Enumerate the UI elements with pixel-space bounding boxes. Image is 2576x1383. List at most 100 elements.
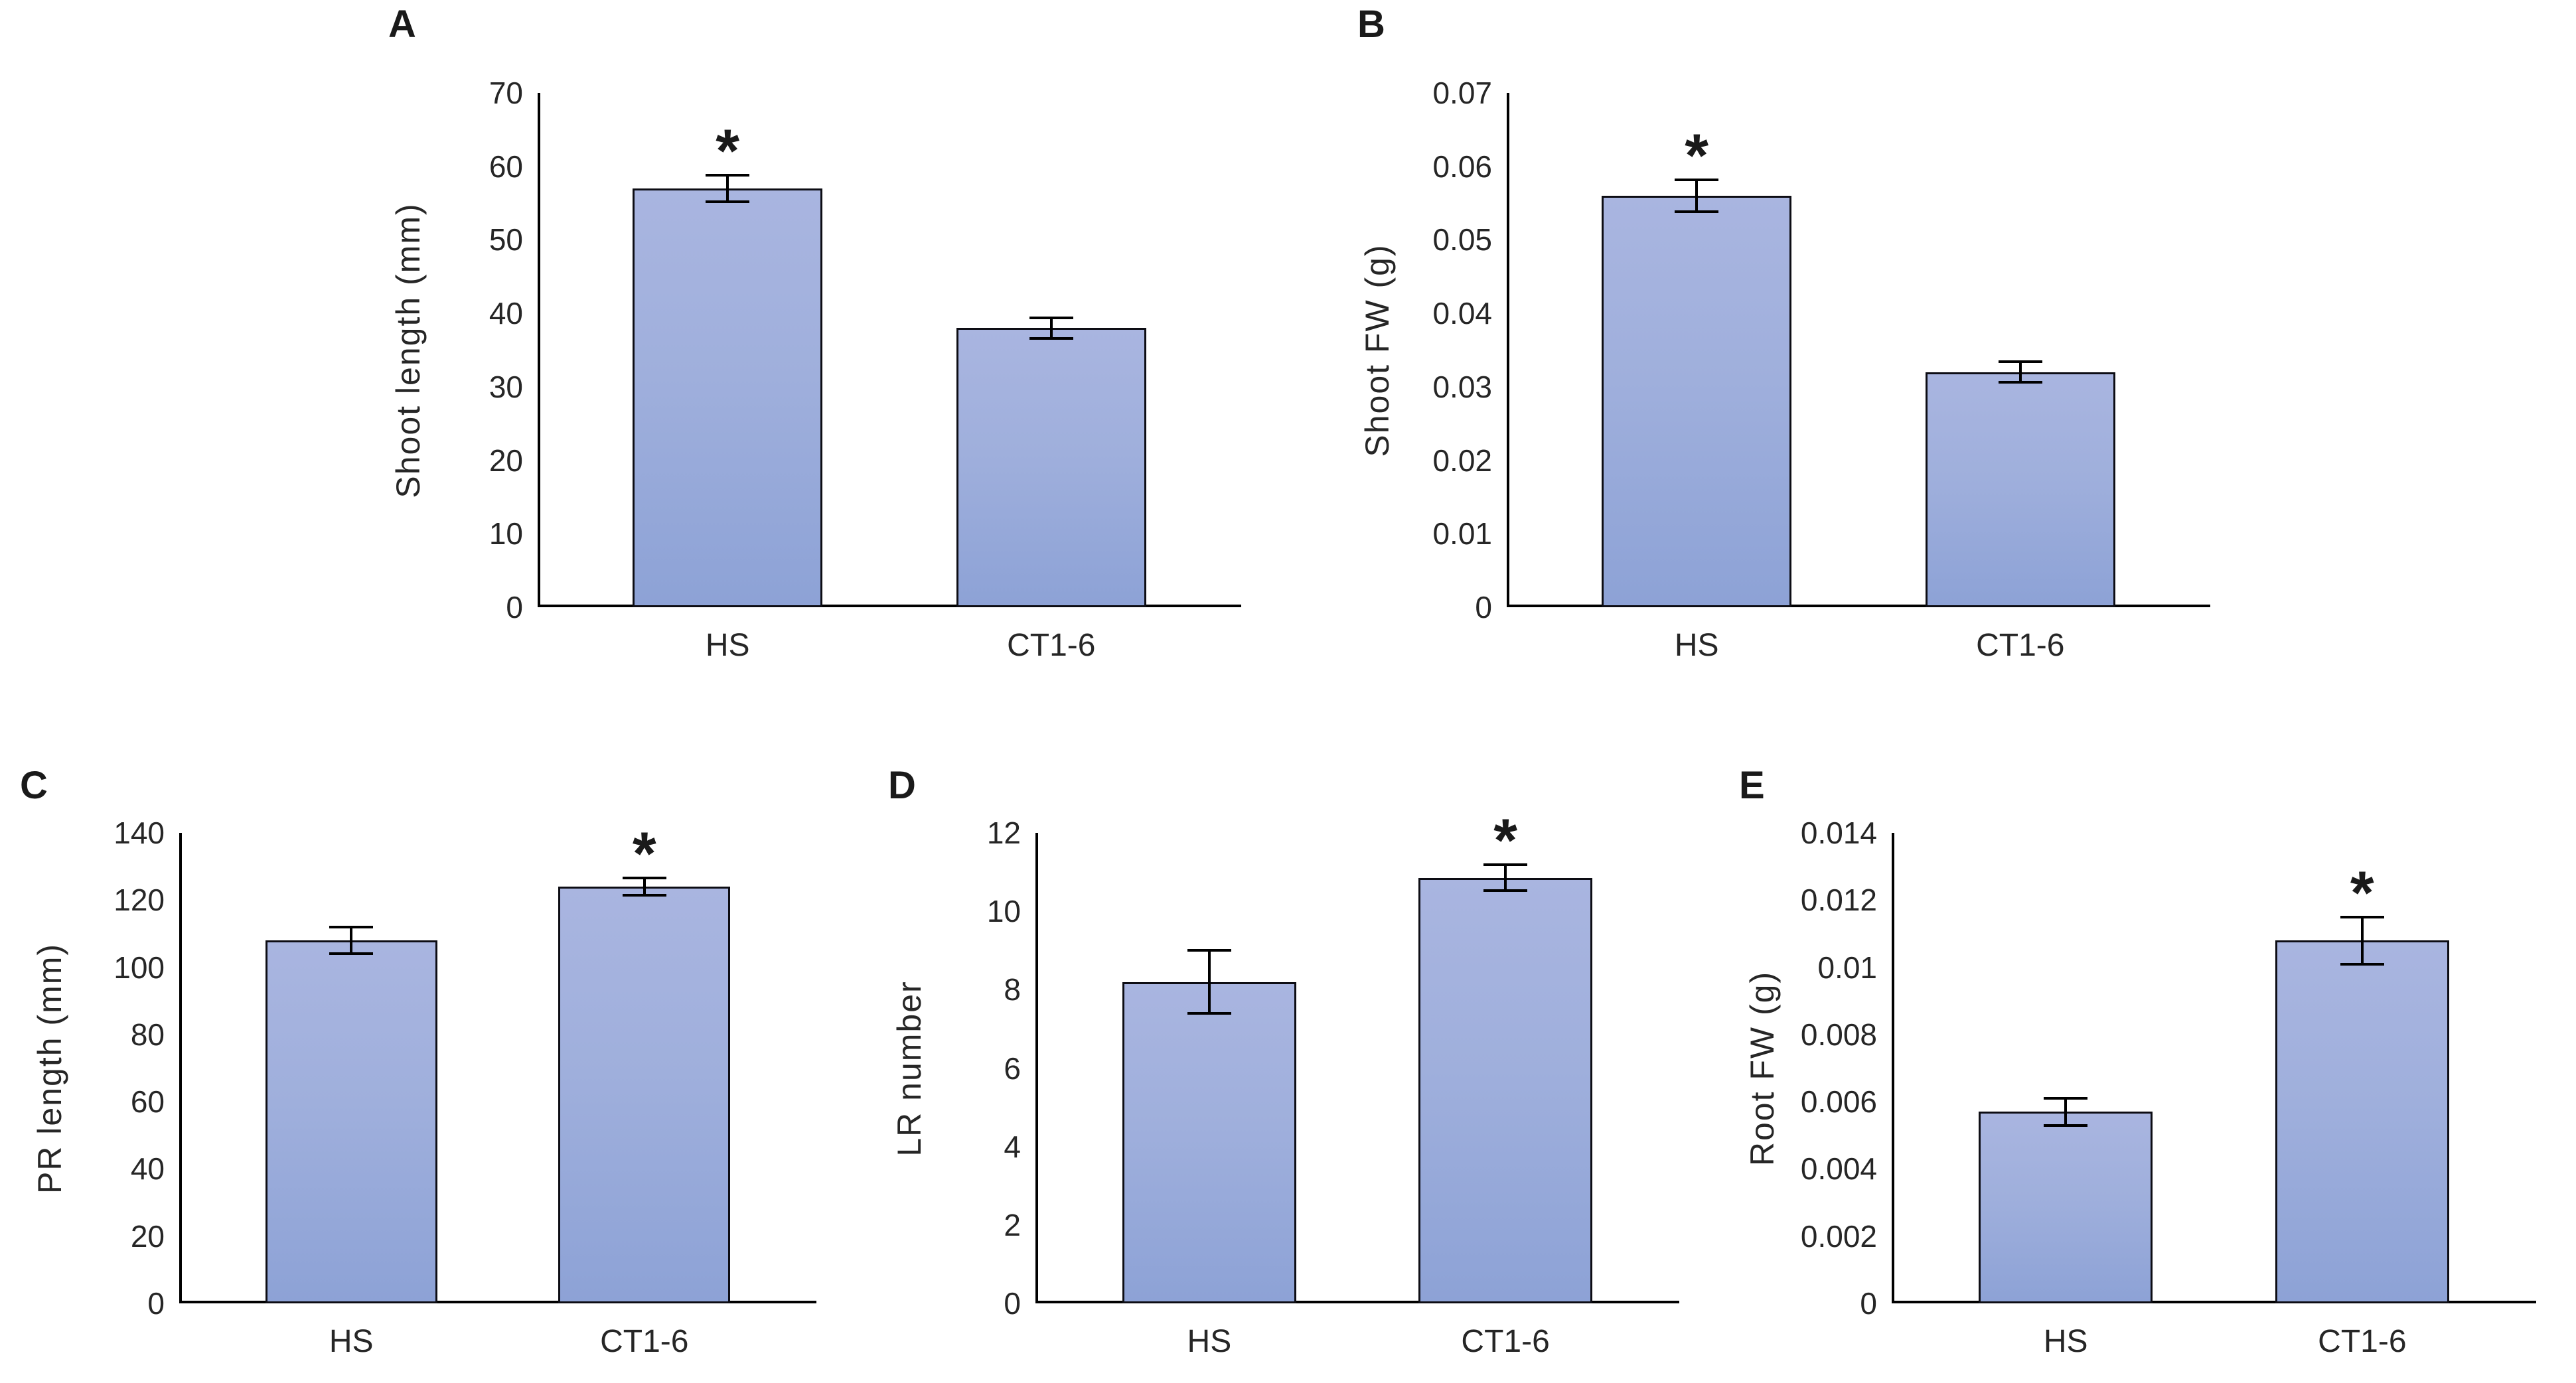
error-bar: [1695, 179, 1699, 212]
error-bar: [350, 926, 353, 954]
error-bar-cap-bottom: [1998, 381, 2042, 384]
panel-letter: A: [388, 3, 416, 46]
x-category-label: HS: [2043, 1324, 2088, 1359]
y-tick-label: 0.01: [1817, 950, 1877, 985]
bar-hs: [1122, 982, 1296, 1303]
significance-asterisk: *: [632, 820, 656, 889]
y-tick-label: 80: [130, 1017, 165, 1052]
significance-asterisk: *: [716, 117, 740, 185]
y-tick-label: 100: [114, 950, 165, 985]
plot-area: [538, 93, 1241, 607]
error-bar-cap-bottom: [706, 200, 750, 203]
y-tick-label: 40: [489, 296, 523, 331]
bar-ct1-6: [558, 887, 731, 1303]
bar-hs: [633, 188, 823, 607]
panel-letter: E: [1739, 764, 1765, 807]
y-axis-title: Root FW (g): [1744, 970, 1781, 1166]
x-category-label: CT1-6: [600, 1324, 689, 1359]
y-tick-label: 0.006: [1800, 1084, 1877, 1120]
y-tick-label: 0: [1004, 1286, 1021, 1321]
y-tick-label: 0.008: [1800, 1017, 1877, 1052]
y-tick-label: 0: [506, 590, 523, 624]
panel-letter: B: [1357, 3, 1385, 46]
chart-panel-d: D LR number 0 2 4 6 8 10 12 HS * CT1-6: [876, 750, 1719, 1383]
y-axis-title: Shoot FW (g): [1359, 243, 1396, 457]
y-tick-label: 0.02: [1432, 443, 1492, 478]
y-tick-label: 0: [1860, 1286, 1877, 1321]
y-tick-label: 2: [1004, 1207, 1021, 1242]
y-tick-label: 10: [986, 894, 1021, 929]
panel-letter: C: [20, 764, 48, 807]
x-category-label: CT1-6: [2318, 1324, 2407, 1359]
y-tick-label: 60: [130, 1084, 165, 1120]
error-bar-cap-bottom: [622, 893, 666, 897]
y-tick-label: 6: [1004, 1051, 1021, 1086]
error-bar-cap-bottom: [1675, 210, 1719, 214]
error-bar: [2018, 362, 2022, 383]
y-tick-label: 12: [986, 816, 1021, 850]
error-bar-cap-top: [2340, 915, 2384, 918]
error-bar: [2064, 1098, 2068, 1126]
error-bar-cap-top: [1483, 863, 1528, 867]
error-bar: [643, 878, 646, 895]
plot-area: [1507, 93, 2210, 607]
bar-ct1-6: [1925, 372, 2115, 607]
error-bar-cap-top: [329, 925, 374, 928]
bar-ct1-6: [2275, 940, 2449, 1303]
significance-asterisk: *: [1685, 121, 1709, 190]
error-bar-cap-top: [1029, 316, 1073, 319]
chart-panel-e: E Root FW (g) 0 0.002 0.004 0.006 0.008 0.01 0.0…: [1726, 750, 2576, 1383]
significance-asterisk: *: [1493, 807, 1517, 875]
error-bar: [2360, 916, 2364, 964]
y-tick-label: 40: [130, 1151, 165, 1187]
x-category-label: CT1-6: [1007, 628, 1096, 663]
bar-hs: [265, 940, 437, 1303]
error-bar-cap-bottom: [1483, 889, 1528, 893]
bar-hs: [1602, 196, 1792, 607]
error-bar-cap-bottom: [1029, 336, 1073, 340]
significance-asterisk: *: [2350, 859, 2374, 927]
error-bar-cap-top: [1998, 360, 2042, 364]
error-bar-cap-bottom: [329, 952, 374, 956]
chart-panel-c: C PR length (mm) 0 20 40 60 80 100 120 140 HS * CT1-…: [13, 750, 856, 1383]
bar-hs: [1979, 1112, 2153, 1303]
y-tick-label: 0.002: [1800, 1218, 1877, 1254]
y-tick-label: 0.012: [1800, 883, 1877, 918]
error-bar-cap-bottom: [2044, 1124, 2088, 1127]
y-tick-label: 60: [489, 149, 523, 184]
y-tick-label: 8: [1004, 972, 1021, 1007]
chart-panel-b: B Shoot FW (g) 0 0.01 0.02 0.03 0.04 0.05 0.06 0.…: [1334, 0, 2277, 713]
y-tick-label: 20: [489, 443, 523, 478]
error-bar-cap-top: [1187, 949, 1231, 952]
error-bar: [1207, 950, 1211, 1013]
y-tick-label: 0: [1475, 590, 1492, 624]
error-bar-cap-top: [706, 174, 750, 177]
y-tick-label: 0.07: [1432, 76, 1492, 110]
plot-area: [179, 833, 816, 1303]
x-category-label: HS: [329, 1324, 374, 1359]
y-tick-label: 50: [489, 222, 523, 257]
x-category-label: HS: [705, 628, 750, 663]
bar-ct1-6: [1418, 877, 1593, 1303]
error-bar-cap-bottom: [2340, 962, 2384, 966]
bar-ct1-6: [956, 328, 1146, 607]
y-tick-label: 0.03: [1432, 369, 1492, 404]
plot-area: [1035, 833, 1679, 1303]
x-category-label: CT1-6: [1976, 628, 2065, 663]
y-tick-label: 70: [489, 76, 523, 110]
error-bar: [1504, 865, 1507, 891]
y-tick-label: 0.04: [1432, 296, 1492, 331]
error-bar: [726, 175, 729, 202]
y-tick-label: 140: [114, 816, 165, 850]
y-tick-label: 0.014: [1800, 816, 1877, 850]
x-category-label: HS: [1674, 628, 1719, 663]
plot-area: [1892, 833, 2536, 1303]
y-tick-label: 0.06: [1432, 149, 1492, 184]
y-tick-label: 0.004: [1800, 1151, 1877, 1187]
y-tick-label: 10: [489, 516, 523, 551]
x-category-label: CT1-6: [1461, 1324, 1550, 1359]
y-tick-label: 20: [130, 1218, 165, 1254]
error-bar: [1049, 317, 1053, 338]
y-tick-label: 120: [114, 883, 165, 918]
